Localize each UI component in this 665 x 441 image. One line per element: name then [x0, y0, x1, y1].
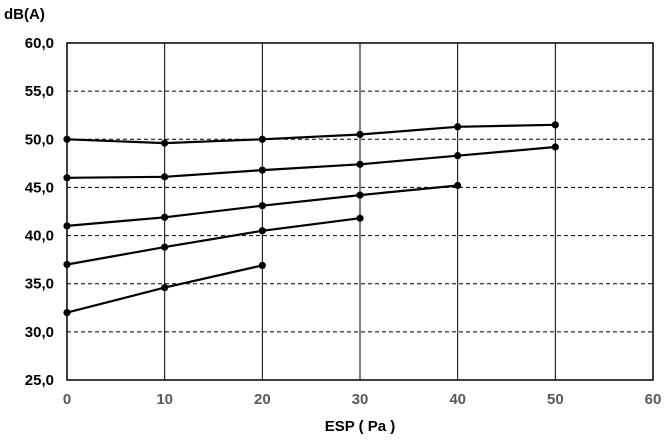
x-tick-label: 0 — [63, 391, 71, 408]
y-tick-label: 35,0 — [25, 276, 54, 293]
data-point — [356, 214, 364, 222]
data-point — [454, 181, 462, 190]
x-tick-label: 30 — [352, 391, 369, 408]
data-point — [161, 139, 169, 147]
data-point — [258, 261, 266, 270]
data-point — [454, 123, 462, 131]
data-point — [258, 202, 266, 210]
series-line — [66, 217, 361, 266]
data-point — [161, 173, 169, 181]
data-point — [551, 121, 559, 129]
series-3 — [63, 181, 462, 230]
y-tick-label: 40,0 — [25, 228, 54, 245]
y-tick-label: 60,0 — [25, 35, 54, 52]
series-2 — [63, 143, 559, 182]
y-axis-title: dB(A) — [4, 6, 45, 23]
y-tick-label: 25,0 — [25, 372, 54, 389]
plot-frame — [66, 42, 654, 381]
data-point — [454, 152, 462, 160]
x-tick-label: 20 — [254, 391, 271, 408]
data-point — [356, 160, 364, 168]
data-point — [63, 174, 71, 182]
grid — [67, 43, 653, 380]
data-point — [356, 191, 364, 199]
series-4 — [63, 214, 364, 269]
data-point — [258, 227, 266, 235]
data-point — [551, 143, 559, 151]
y-axis-ticks: 25,0 30,0 35,0 40,0 45,0 50,0 55,0 60,0 — [25, 35, 54, 389]
data-point — [63, 222, 71, 230]
y-tick-label: 50,0 — [25, 131, 54, 148]
x-tick-label: 10 — [156, 391, 173, 408]
series-5 — [63, 261, 266, 317]
data-point — [161, 213, 169, 221]
series-line — [66, 145, 556, 179]
x-tick-label: 40 — [449, 391, 466, 408]
x-tick-label: 50 — [547, 391, 564, 408]
data-point — [161, 283, 169, 292]
series-group — [63, 121, 559, 317]
data-point — [63, 135, 71, 143]
series-1 — [63, 121, 559, 147]
y-tick-label: 45,0 — [25, 179, 54, 196]
y-tick-label: 55,0 — [25, 83, 54, 100]
data-point — [161, 243, 169, 251]
data-point — [258, 166, 266, 174]
x-axis-title: ESP ( Pa ) — [325, 418, 396, 435]
data-point — [63, 309, 71, 317]
data-point — [356, 130, 364, 139]
series-line — [66, 123, 556, 145]
data-point — [63, 260, 71, 269]
y-tick-label: 30,0 — [25, 324, 54, 341]
data-point — [258, 135, 266, 143]
x-axis-ticks: 0 10 20 30 40 50 60 — [63, 391, 662, 408]
x-tick-label: 60 — [645, 391, 662, 408]
